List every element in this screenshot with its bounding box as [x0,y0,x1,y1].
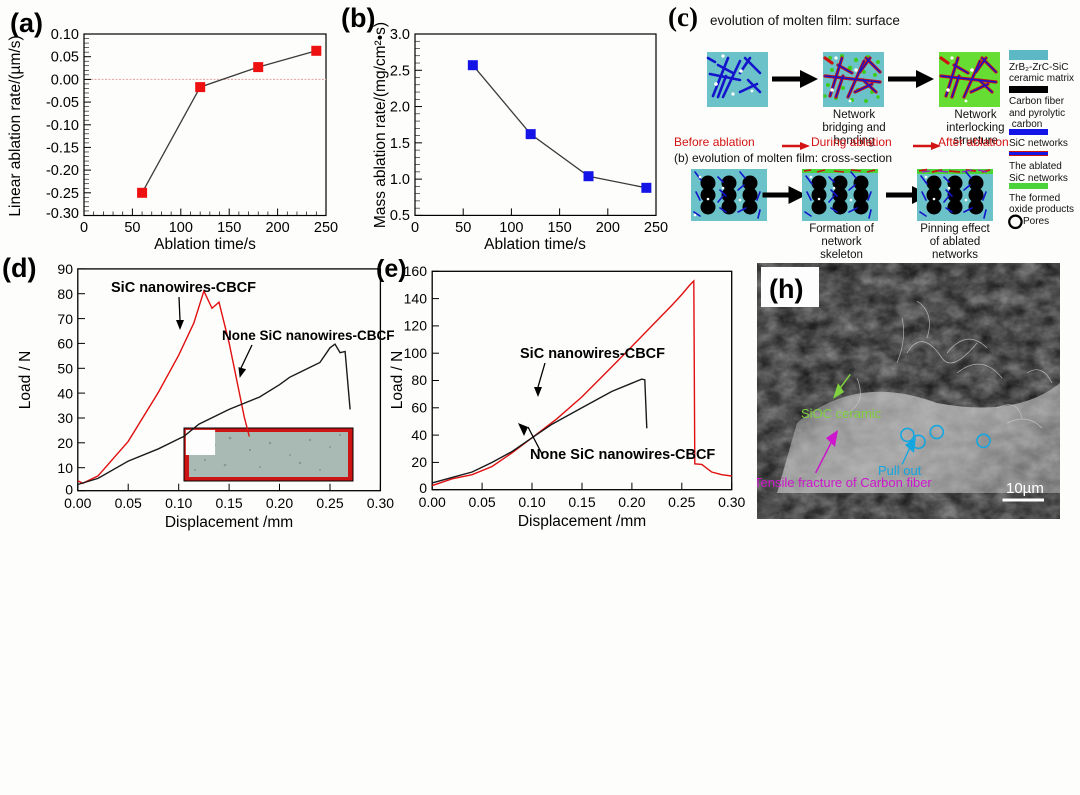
svg-text:160: 160 [404,263,428,279]
svg-text:0.10: 0.10 [165,495,192,511]
svg-text:50: 50 [57,361,73,377]
svg-text:0.10: 0.10 [518,494,545,510]
svg-text:50: 50 [124,220,140,236]
svg-text:1.0: 1.0 [390,172,410,188]
svg-text:90: 90 [57,261,73,277]
svg-text:40: 40 [57,385,73,401]
svg-text:140: 140 [404,290,428,306]
svg-text:0.05: 0.05 [115,495,142,511]
svg-text:0: 0 [411,220,419,236]
svg-text:60: 60 [57,336,73,352]
svg-text:100: 100 [169,220,193,236]
svg-text:20: 20 [411,454,427,470]
svg-text:1.5: 1.5 [390,136,410,152]
svg-text:None SiC nanowires-CBCF: None SiC nanowires-CBCF [530,447,715,463]
svg-text:40: 40 [411,427,427,443]
svg-text:50: 50 [455,220,471,236]
svg-text:-0.15: -0.15 [46,140,79,156]
svg-text:0.05: 0.05 [51,50,79,66]
svg-text:SiOC ceramic: SiOC ceramic [801,406,882,421]
svg-text:Displacement /mm: Displacement /mm [518,513,646,530]
svg-text:80: 80 [411,372,427,388]
svg-text:20: 20 [57,435,73,451]
svg-text:Ablation time/s: Ablation time/s [154,236,256,253]
svg-text:0.10: 0.10 [51,27,79,43]
svg-text:0.05: 0.05 [468,494,495,510]
svg-text:(h): (h) [769,274,803,304]
svg-text:Ablation time/s: Ablation time/s [484,236,586,253]
svg-text:(d): (d) [2,253,36,283]
svg-text:100: 100 [499,220,523,236]
svg-text:0.20: 0.20 [618,494,645,510]
svg-text:-0.10: -0.10 [46,118,79,134]
svg-text:-0.20: -0.20 [46,163,79,179]
svg-text:(b): (b) [341,3,375,33]
svg-text:0.30: 0.30 [718,494,745,510]
svg-text:Linear ablation rate/(µm/s): Linear ablation rate/(µm/s) [7,35,24,216]
svg-text:Load / N: Load / N [17,351,34,410]
svg-text:0: 0 [80,220,88,236]
svg-text:(e): (e) [376,255,407,283]
svg-text:100: 100 [404,345,428,361]
svg-text:2.0: 2.0 [390,100,410,116]
svg-text:150: 150 [217,220,241,236]
svg-text:150: 150 [547,220,571,236]
svg-text:0.15: 0.15 [215,495,242,511]
svg-text:-0.25: -0.25 [46,186,79,202]
svg-text:-0.30: -0.30 [46,206,79,222]
svg-text:0.25: 0.25 [316,495,343,511]
svg-text:0.20: 0.20 [266,495,293,511]
svg-text:0.15: 0.15 [568,494,595,510]
svg-text:Pull out: Pull out [878,463,922,478]
svg-text:Displacement /mm: Displacement /mm [165,514,293,531]
svg-text:70: 70 [57,311,73,327]
svg-text:0.5: 0.5 [390,208,410,224]
svg-text:Load / N: Load / N [389,351,406,410]
svg-text:Mass ablation rate/(mg/cm²•s): Mass ablation rate/(mg/cm²•s) [372,22,389,228]
svg-text:0.00: 0.00 [64,495,91,511]
svg-text:30: 30 [57,410,73,426]
svg-text:250: 250 [314,220,338,236]
svg-text:SiC nanowires-CBCF: SiC nanowires-CBCF [111,280,256,296]
svg-text:2.5: 2.5 [390,63,410,79]
svg-text:0.25: 0.25 [668,494,695,510]
svg-text:(a): (a) [10,8,43,38]
svg-text:80: 80 [57,286,73,302]
svg-text:200: 200 [596,220,620,236]
svg-text:10: 10 [57,460,73,476]
svg-text:3.0: 3.0 [390,27,410,43]
svg-text:SiC nanowires-CBCF: SiC nanowires-CBCF [520,346,665,362]
svg-text:60: 60 [411,400,427,416]
svg-text:200: 200 [265,220,289,236]
svg-text:-0.05: -0.05 [46,95,79,111]
svg-text:120: 120 [404,318,428,334]
svg-text:0.00: 0.00 [419,494,446,510]
svg-text:0.00: 0.00 [51,72,79,88]
svg-text:None SiC nanowires-CBCF: None SiC nanowires-CBCF [222,328,395,343]
svg-text:10µm: 10µm [1006,480,1044,497]
